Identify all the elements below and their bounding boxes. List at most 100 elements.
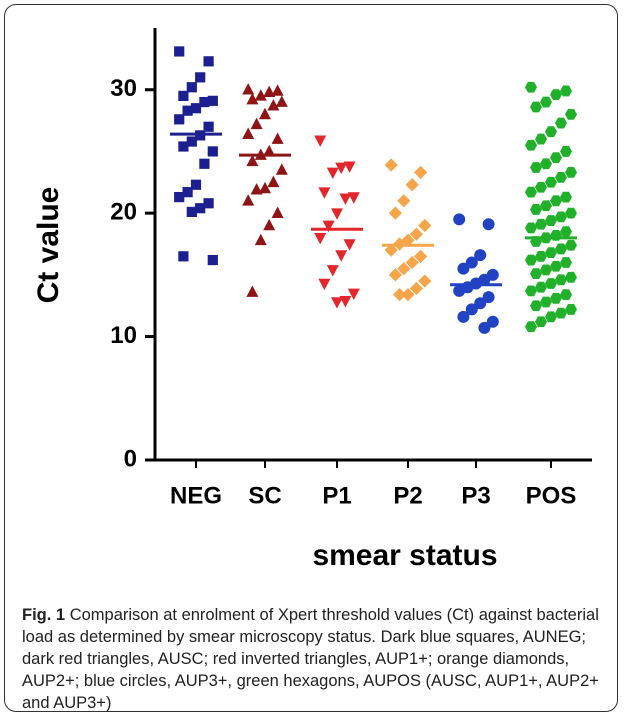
- y-tick-label: 10: [110, 322, 137, 349]
- data-point: [174, 191, 185, 203]
- data-point: [545, 247, 557, 259]
- data-point: [545, 278, 557, 289]
- data-point: [457, 310, 470, 323]
- data-point: [535, 218, 547, 230]
- data-point: [555, 171, 567, 183]
- data-point: [347, 288, 360, 300]
- data-point: [465, 256, 478, 269]
- data-point: [560, 146, 572, 157]
- data-point: [550, 152, 562, 163]
- data-point: [478, 321, 491, 334]
- x-tick-label: NEG: [170, 482, 222, 509]
- data-point: [259, 181, 271, 194]
- data-point: [555, 307, 567, 319]
- data-point: [186, 136, 197, 147]
- data-point: [560, 85, 572, 97]
- data-point: [182, 187, 193, 198]
- data-point: [565, 109, 577, 120]
- data-point: [545, 176, 557, 188]
- x-tick-label: SC: [248, 482, 281, 509]
- data-point: [418, 218, 432, 233]
- data-point: [540, 96, 552, 108]
- data-point: [530, 268, 542, 280]
- y-tick-label: 0: [124, 445, 137, 472]
- data-point: [263, 218, 276, 231]
- data-point: [535, 316, 547, 328]
- data-point: [550, 89, 562, 101]
- data-point: [186, 206, 197, 218]
- data-point: [409, 227, 423, 241]
- data-point: [525, 222, 537, 234]
- data-point: [550, 195, 562, 207]
- data-point: [545, 311, 557, 323]
- data-point: [242, 194, 255, 206]
- data-point: [178, 251, 189, 262]
- data-point: [314, 135, 327, 147]
- data-point: [186, 82, 197, 93]
- x-tick-label: P1: [322, 482, 351, 509]
- data-point: [401, 288, 415, 302]
- data-point: [397, 262, 411, 276]
- data-point: [545, 215, 557, 226]
- data-point: [203, 121, 214, 132]
- y-axis-label: Ct value: [32, 187, 65, 304]
- data-point: [242, 127, 255, 139]
- data-point: [246, 154, 259, 167]
- data-point: [254, 89, 267, 101]
- data-point: [482, 291, 495, 304]
- data-point: [555, 211, 567, 223]
- data-point: [182, 105, 193, 116]
- caption: Fig. 1 Comparison at enrolment of Xpert …: [22, 604, 607, 714]
- data-point: [275, 95, 288, 107]
- data-point: [457, 262, 470, 275]
- data-point: [486, 315, 499, 328]
- data-point: [525, 285, 537, 297]
- data-point: [203, 56, 214, 67]
- data-point: [525, 186, 537, 198]
- data-point: [535, 281, 547, 293]
- data-point: [465, 303, 478, 316]
- data-point: [331, 208, 343, 220]
- data-point: [530, 162, 542, 173]
- data-point: [565, 239, 577, 251]
- data-point: [263, 144, 276, 157]
- data-point: [560, 257, 572, 268]
- data-point: [190, 103, 202, 114]
- x-axis-label: smear status: [312, 539, 497, 572]
- data-point: [535, 181, 547, 193]
- data-point: [555, 274, 567, 286]
- data-point: [174, 114, 185, 125]
- data-point: [207, 254, 218, 266]
- data-point: [335, 250, 348, 262]
- data-point: [271, 132, 284, 144]
- data-point: [388, 206, 402, 220]
- data-point: [199, 158, 210, 169]
- data-point: [339, 295, 352, 308]
- data-point: [271, 84, 284, 96]
- data-point: [250, 117, 263, 130]
- data-point: [203, 198, 214, 209]
- data-point: [271, 206, 284, 218]
- data-point: [405, 178, 419, 192]
- data-point: [207, 146, 218, 157]
- data-point: [525, 321, 537, 333]
- data-point: [560, 226, 572, 238]
- data-point: [343, 239, 356, 251]
- data-point: [326, 167, 339, 180]
- data-point: [393, 288, 407, 302]
- data-point: [550, 292, 562, 304]
- data-point: [263, 85, 276, 97]
- data-point: [560, 289, 572, 301]
- caption-label: Fig. 1: [22, 606, 66, 624]
- data-point: [550, 260, 562, 272]
- x-tick-label: POS: [526, 482, 577, 509]
- data-point: [174, 46, 185, 57]
- data-point: [405, 255, 419, 270]
- data-point: [384, 243, 398, 257]
- data-point: [555, 117, 567, 129]
- data-point: [178, 90, 189, 101]
- data-point: [474, 249, 487, 262]
- data-point: [384, 158, 398, 172]
- figure-frame: [4, 4, 618, 712]
